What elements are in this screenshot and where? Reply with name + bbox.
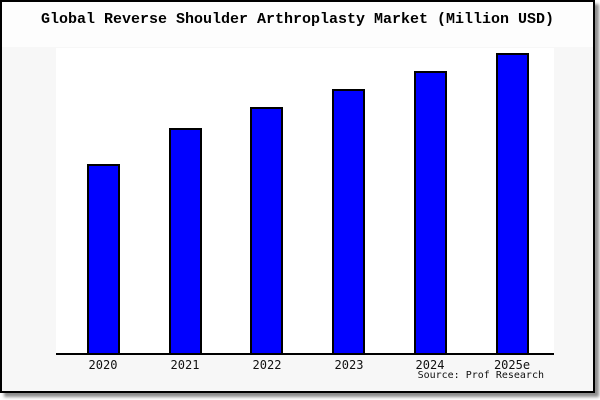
x-axis-label: 2021: [170, 358, 200, 372]
bar-2021: [169, 128, 202, 353]
source-credit: Source: Prof Research: [417, 370, 544, 381]
x-axis-label: 2023: [334, 358, 364, 372]
x-axis-label: 2020: [88, 358, 118, 372]
bar-2022: [250, 107, 283, 353]
x-axis-label: 2022: [252, 358, 282, 372]
bar-2024: [414, 71, 447, 353]
x-axis-label: 2025e: [493, 358, 531, 372]
bar-2025e: [496, 53, 529, 353]
plot-area: [56, 48, 554, 355]
chart-container: Global Reverse Shoulder Arthroplasty Mar…: [0, 0, 595, 393]
bar-2020: [87, 164, 120, 353]
x-axis-label: 2024: [415, 358, 445, 372]
bar-2023: [332, 89, 365, 353]
title-strip: [2, 2, 593, 47]
x-axis: 2020 2021 2022 2023 2024 2025e: [2, 358, 593, 374]
chart-title: Global Reverse Shoulder Arthroplasty Mar…: [40, 11, 555, 28]
